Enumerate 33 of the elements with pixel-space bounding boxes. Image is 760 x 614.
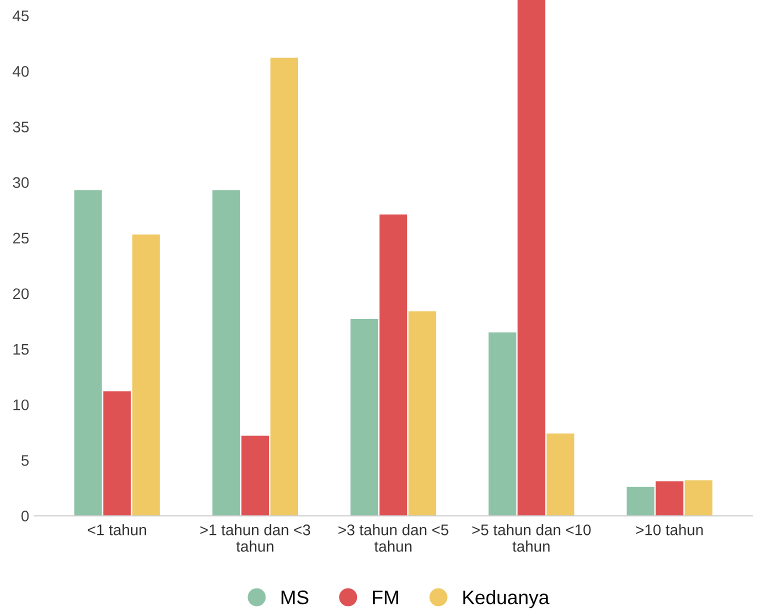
y-tick-label: 5 <box>21 455 29 466</box>
bar <box>379 214 408 516</box>
bar <box>684 480 712 516</box>
y-tick-label: 20 <box>13 288 29 300</box>
legend-label: FM <box>373 590 398 604</box>
bar <box>241 436 269 516</box>
y-tick-label: 40 <box>12 66 29 77</box>
bar <box>656 481 684 516</box>
y-tick-label: 10 <box>14 399 29 410</box>
bar <box>488 332 516 516</box>
bar <box>103 391 131 516</box>
legend-label: MS <box>282 590 308 604</box>
bar <box>626 486 654 516</box>
bar <box>212 190 240 516</box>
bar <box>132 234 160 516</box>
x-tick-label: >10 tahun <box>636 524 703 536</box>
x-tick-label: >3 tahun dan <5 tahun <box>338 524 448 552</box>
y-tick-label: 0 <box>21 510 29 522</box>
bar <box>518 0 546 516</box>
bar <box>350 319 378 516</box>
x-tick-label: <1 tahun <box>88 524 146 536</box>
legend-label: Keduanya <box>463 590 550 608</box>
bar <box>270 58 298 516</box>
bar <box>546 434 574 516</box>
bar <box>408 311 436 516</box>
y-tick-label: 35 <box>12 122 29 132</box>
y-tick-label: 30 <box>12 177 29 188</box>
y-tick-label: 25 <box>13 232 29 244</box>
x-tick-label: >1 tahun dan <3 tahun <box>200 524 310 552</box>
y-tick-label: 15 <box>14 344 29 355</box>
bar <box>74 190 102 516</box>
y-tick-label: 45 <box>12 10 29 22</box>
x-tick-label: >5 tahun dan <10 tahun <box>472 524 591 552</box>
